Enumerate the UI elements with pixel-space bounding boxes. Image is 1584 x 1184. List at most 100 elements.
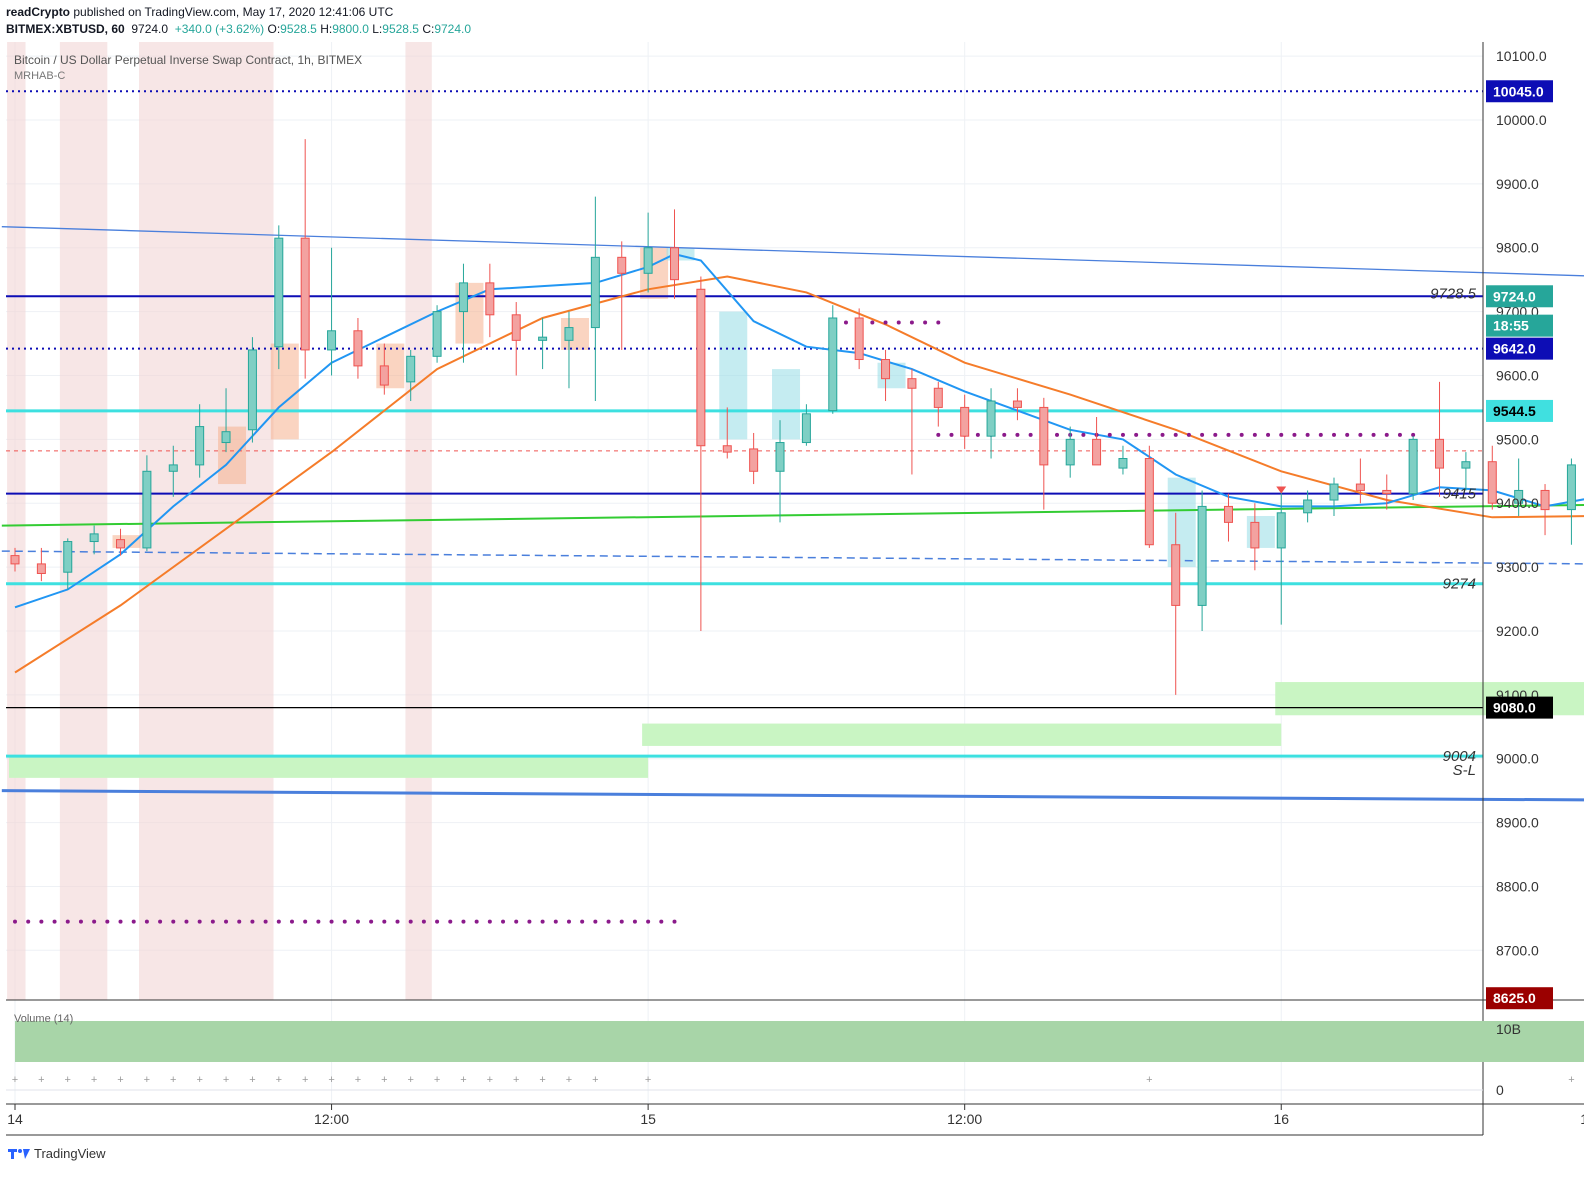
trail-dot (382, 919, 387, 924)
price-change: +340.0 (+3.62%) (174, 22, 265, 36)
trail-dot (1226, 432, 1231, 437)
trail-dot (672, 919, 677, 924)
trail-dot (1292, 432, 1297, 437)
price-tick-label: 10000.0 (1496, 112, 1547, 128)
trend-line (1, 789, 1584, 802)
price-box-label: 18:55 (1493, 318, 1529, 334)
trail-dot (26, 919, 31, 924)
trail-dot (1411, 432, 1416, 437)
trail-dot (78, 919, 83, 924)
price-tick-label: 9200.0 (1496, 623, 1539, 639)
indicator-legend: MRHAB-C (14, 70, 66, 82)
price-box (1486, 314, 1553, 337)
trail-dot (487, 919, 492, 924)
trail-dot (39, 919, 44, 924)
level-label: 9415 (1443, 486, 1477, 503)
trail-dot (1358, 432, 1363, 437)
volume-tick-label: 0 (1496, 1082, 1504, 1098)
trail-dot (540, 919, 545, 924)
candle-body (1329, 483, 1339, 501)
candle-body (485, 282, 495, 316)
trail-dot (1252, 432, 1257, 437)
candle-body (36, 563, 46, 574)
candle-body (749, 448, 759, 472)
trail-dot (65, 919, 70, 924)
price-tick-label: 10100.0 (1496, 48, 1547, 64)
footer-brand[interactable]: TradingView (8, 1146, 106, 1161)
candle-body (670, 247, 679, 281)
volume-marker: + (1146, 1074, 1152, 1086)
trail-dot (1160, 432, 1165, 437)
trail-dot (909, 320, 914, 325)
trail-dot (843, 320, 848, 325)
brand-name: TradingView (34, 1146, 106, 1161)
volume-marker: + (407, 1074, 413, 1086)
candle-body (1250, 521, 1260, 549)
candle-body (1566, 464, 1576, 511)
trail-dot (224, 919, 229, 924)
candle-body (960, 406, 970, 437)
trail-dot (118, 919, 123, 924)
candle-body (300, 237, 310, 351)
candle-body (432, 311, 442, 357)
trail-dot (13, 919, 17, 924)
candle-body (458, 282, 468, 313)
trail-dot (1371, 432, 1376, 437)
price-box (1486, 987, 1553, 1010)
volume-marker: + (117, 1074, 123, 1086)
trail-dot (1134, 432, 1139, 437)
candle-body (617, 256, 627, 274)
trail-dot (421, 919, 426, 924)
trail-dot (435, 919, 440, 924)
candle-body (801, 413, 811, 444)
low-label: L: (372, 22, 383, 36)
trail-dot (580, 919, 585, 924)
trail-dot (883, 320, 888, 325)
trail-dot (355, 919, 360, 924)
volume-marker: + (12, 1074, 18, 1086)
price-box (1486, 285, 1553, 308)
price-box (1486, 399, 1553, 422)
trail-dot (1239, 432, 1244, 437)
tradingview-logo-icon (8, 1148, 30, 1159)
candle-body (1461, 461, 1471, 469)
volume-marker: + (249, 1074, 255, 1086)
volume-marker: + (144, 1074, 150, 1086)
candle-body (1144, 458, 1154, 546)
session-shade (138, 42, 274, 1000)
stop-zone (9, 755, 649, 778)
trail-dot (144, 919, 149, 924)
candle-body (1540, 489, 1550, 511)
level-label: 9004 (1443, 748, 1476, 765)
volume-marker: + (434, 1074, 440, 1086)
candle-body (89, 533, 99, 543)
trail-dot (1107, 432, 1112, 437)
price-tick-label: 9600.0 (1496, 367, 1539, 383)
trail-dot (474, 919, 479, 924)
candle-body (1118, 458, 1128, 469)
time-tick-label: 16 (1273, 1111, 1289, 1127)
trail-dot (606, 919, 611, 924)
trail-dot (52, 919, 57, 924)
chart-legend-title: Bitcoin / US Dollar Perpetual Inverse Sw… (14, 53, 363, 67)
ribbon-down (772, 369, 801, 440)
trail-dot (632, 919, 637, 924)
candle-body (511, 314, 521, 341)
trail-dot (303, 919, 308, 924)
candle-body (1435, 438, 1445, 469)
time-tick-label: 12:00 (947, 1111, 982, 1127)
price-box (1486, 80, 1553, 103)
volume-marker: + (487, 1074, 493, 1086)
candle-body (538, 336, 548, 341)
volume-marker: + (1568, 1074, 1574, 1086)
candle-body (406, 355, 416, 383)
trail-dot (619, 919, 624, 924)
close-value: 9724.0 (434, 22, 472, 36)
candle-body (590, 256, 600, 329)
candle-body (1355, 483, 1365, 491)
volume-marker: + (91, 1074, 97, 1086)
trail-dot (171, 919, 176, 924)
volume-marker: + (328, 1074, 334, 1086)
trail-dot (461, 919, 466, 924)
